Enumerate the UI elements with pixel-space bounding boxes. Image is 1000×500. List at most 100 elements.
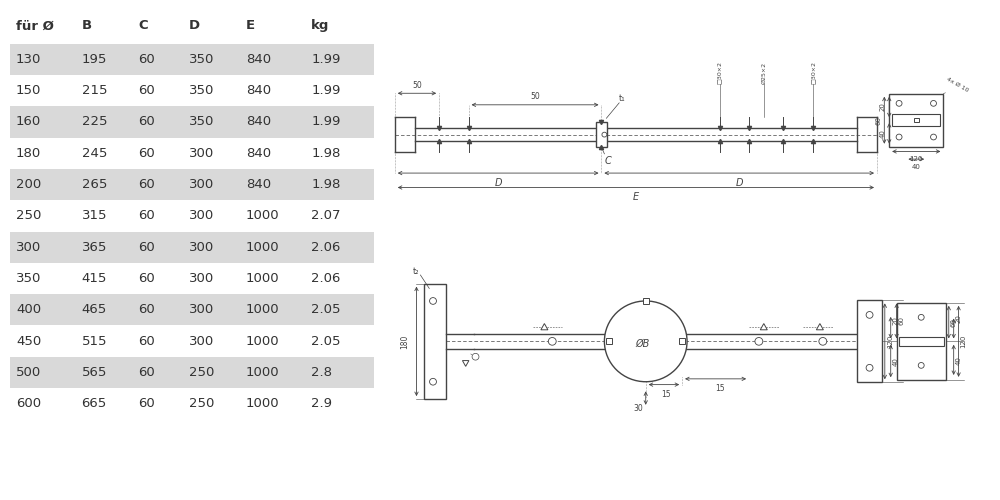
Text: 120: 120	[961, 334, 967, 348]
Text: 15: 15	[662, 390, 671, 400]
Text: 840: 840	[246, 116, 271, 128]
Bar	[914, 118, 919, 122]
Text: 60: 60	[138, 53, 155, 66]
Text: 1000: 1000	[246, 272, 279, 285]
Text: B: B	[82, 20, 92, 32]
Text: 120: 120	[887, 334, 893, 348]
Polygon shape	[541, 324, 548, 330]
Text: 60: 60	[138, 84, 155, 97]
Text: E: E	[246, 20, 255, 32]
Bar	[10, 106, 374, 138]
Text: 60: 60	[138, 397, 155, 410]
Text: 2.8: 2.8	[311, 366, 332, 379]
Text: 20: 20	[893, 316, 899, 326]
Text: 350: 350	[189, 53, 214, 66]
Text: 60: 60	[899, 316, 905, 326]
Text: 400: 400	[16, 303, 41, 316]
Text: 40: 40	[893, 358, 899, 366]
Text: 40: 40	[880, 129, 886, 138]
Bar	[899, 336, 944, 346]
Text: 195: 195	[82, 53, 107, 66]
Circle shape	[430, 298, 436, 304]
Text: D: D	[735, 178, 743, 188]
Bar	[10, 294, 374, 326]
Bar	[424, 284, 446, 399]
Circle shape	[866, 312, 873, 318]
Bar	[679, 338, 685, 344]
Text: 2.05: 2.05	[311, 334, 341, 347]
Circle shape	[931, 100, 936, 106]
Bar	[643, 298, 649, 304]
Text: für Ø: für Ø	[16, 20, 54, 32]
Text: 1000: 1000	[246, 240, 279, 254]
Text: 225: 225	[82, 116, 107, 128]
Text: 350: 350	[189, 84, 214, 97]
Text: 250: 250	[189, 366, 214, 379]
Circle shape	[430, 378, 436, 385]
Text: 1000: 1000	[246, 303, 279, 316]
Text: 565: 565	[82, 366, 107, 379]
Bar	[10, 169, 374, 200]
Text: Ø25×2: Ø25×2	[761, 62, 766, 84]
Text: 150: 150	[16, 84, 41, 97]
Text: 2.06: 2.06	[311, 272, 341, 285]
Text: t₁: t₁	[619, 94, 626, 103]
Text: 365: 365	[82, 240, 107, 254]
Text: 60: 60	[138, 303, 155, 316]
Text: □30×2: □30×2	[810, 60, 815, 84]
Polygon shape	[462, 360, 469, 366]
Text: D: D	[494, 178, 502, 188]
Bar	[889, 94, 943, 146]
Text: 2.06: 2.06	[311, 240, 341, 254]
Text: 415: 415	[82, 272, 107, 285]
Text: E: E	[633, 192, 639, 202]
Text: 300: 300	[189, 147, 214, 160]
Text: kg: kg	[311, 20, 330, 32]
Text: 315: 315	[82, 210, 107, 222]
Bar	[857, 300, 882, 382]
Text: 300: 300	[189, 240, 214, 254]
Text: D: D	[189, 20, 200, 32]
Polygon shape	[816, 324, 823, 330]
Circle shape	[755, 338, 763, 345]
Text: 1000: 1000	[246, 334, 279, 347]
Bar	[10, 232, 374, 263]
Bar	[10, 44, 374, 75]
Text: 465: 465	[82, 303, 107, 316]
Text: 600: 600	[16, 397, 41, 410]
Text: 1.98: 1.98	[311, 178, 341, 191]
Text: 1.99: 1.99	[311, 84, 341, 97]
Text: 300: 300	[189, 272, 214, 285]
Text: 50: 50	[530, 92, 540, 102]
Circle shape	[931, 134, 936, 140]
Text: 60: 60	[138, 210, 155, 222]
Text: 60: 60	[875, 116, 881, 124]
Circle shape	[604, 301, 687, 382]
Text: 180: 180	[400, 334, 409, 348]
Text: ØB: ØB	[636, 339, 650, 349]
Bar	[606, 338, 612, 344]
Text: 180: 180	[16, 147, 41, 160]
Text: 1.99: 1.99	[311, 116, 341, 128]
Text: 200: 200	[16, 178, 41, 191]
Text: 840: 840	[246, 53, 271, 66]
Text: 50: 50	[412, 81, 422, 90]
Text: 120: 120	[910, 156, 923, 162]
Text: 300: 300	[189, 178, 214, 191]
Text: 515: 515	[82, 334, 107, 347]
Text: 60: 60	[951, 318, 957, 326]
Text: 20: 20	[956, 314, 962, 322]
Text: t₂: t₂	[413, 267, 419, 276]
Text: 1.98: 1.98	[311, 147, 341, 160]
Circle shape	[866, 364, 873, 371]
Text: 300: 300	[16, 240, 41, 254]
Circle shape	[896, 134, 902, 140]
Text: 60: 60	[138, 334, 155, 347]
Bar	[897, 303, 946, 380]
Text: 4x Ø 10: 4x Ø 10	[945, 76, 969, 93]
Text: 30: 30	[633, 404, 643, 413]
Text: 130: 130	[16, 53, 41, 66]
Text: 450: 450	[16, 334, 41, 347]
Text: 2.9: 2.9	[311, 397, 332, 410]
Circle shape	[896, 100, 902, 106]
